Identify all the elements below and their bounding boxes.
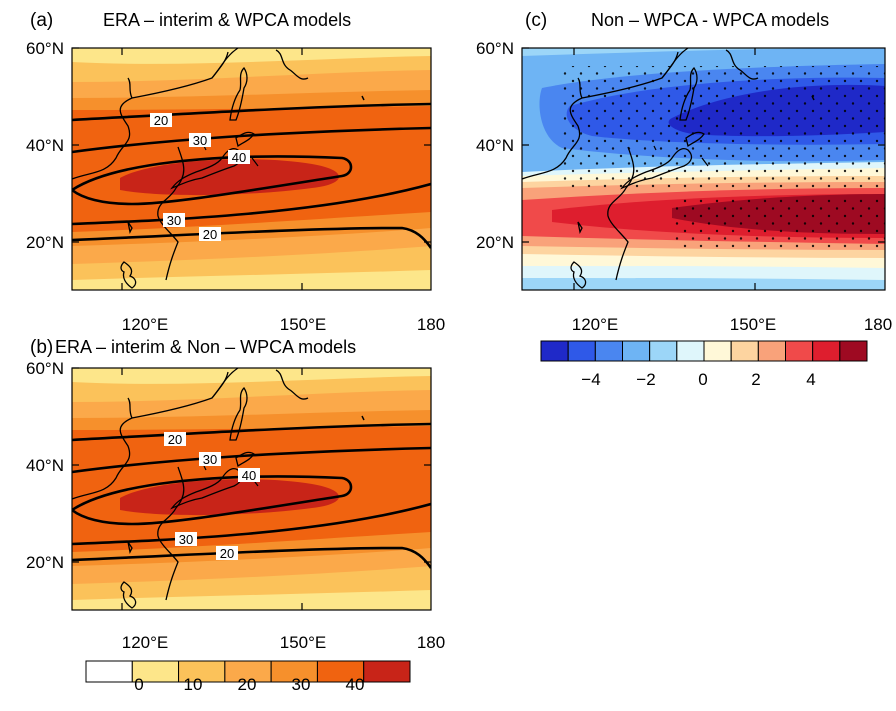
panel-a-frame	[71, 47, 432, 291]
panel-a-title: ERA – interim & WPCA models	[103, 10, 351, 30]
colorbar-div-cell	[622, 340, 651, 362]
colorbar-warm: 0 10 20 30 40	[85, 660, 411, 694]
panel-b-label: (b)	[30, 337, 53, 358]
y-tick-label: 40°N	[26, 136, 64, 155]
contour-label-box	[189, 133, 211, 147]
y-tick-label: 20°N	[476, 233, 514, 252]
x-tick-label: 180	[864, 315, 892, 334]
panel-c-ticks	[522, 47, 885, 290]
panel-b-ticks	[72, 367, 431, 610]
colorbar-div-cell	[540, 340, 569, 362]
panel-b-title: ERA – interim & Non – WPCA models	[55, 337, 356, 357]
contour-label: 20	[203, 227, 217, 242]
x-tick-label: 120°E	[122, 633, 169, 652]
contour-label: 40	[242, 468, 256, 483]
colorbar-div-cell	[839, 340, 868, 362]
panel-a-ticks	[72, 47, 431, 290]
colorbar-div-cell	[567, 340, 596, 362]
contour-label-box	[199, 452, 221, 466]
colorbar-warm-label: 20	[238, 675, 257, 694]
y-tick-label: 60°N	[26, 39, 64, 58]
panel-a-map	[72, 48, 431, 290]
x-tick-label: 150°E	[280, 633, 327, 652]
colorbar-div-cell	[703, 340, 732, 362]
x-tick-label: 120°E	[572, 315, 619, 334]
panel-c-map	[522, 48, 885, 290]
contour-label-box	[216, 546, 238, 560]
contour-label-box	[164, 432, 186, 446]
colorbar-div-cells	[540, 340, 868, 362]
contour-label: 30	[179, 532, 193, 547]
panel-c-frame	[521, 47, 886, 291]
colorbar-div-cell	[730, 340, 759, 362]
colorbar-div-cell	[676, 340, 705, 362]
colorbar-div-label: 4	[806, 370, 815, 389]
contour-label: 30	[193, 133, 207, 148]
contour-label-box	[150, 113, 172, 127]
colorbar-div-label: −2	[636, 370, 655, 389]
colorbar-div-cell	[594, 340, 624, 362]
contour-label: 40	[232, 150, 246, 165]
colorbar-warm-label: 0	[134, 675, 143, 694]
colorbar-div-cell	[757, 340, 787, 362]
colorbar-warm-label: 10	[184, 675, 203, 694]
panel-c-label: (c)	[525, 10, 547, 31]
panel-c-title: Non – WPCA - WPCA models	[591, 10, 829, 30]
colorbar-div: −4 −2 0 2 4	[540, 340, 868, 389]
colorbar-warm-cell	[363, 660, 411, 683]
y-tick-label: 20°N	[26, 553, 64, 572]
y-tick-label: 60°N	[476, 39, 514, 58]
panel-a: (a) ERA – interim & WPCA models 20 30 40…	[26, 10, 445, 334]
contour-label-box	[228, 150, 250, 164]
colorbar-div-cell	[785, 340, 814, 362]
y-tick-label: 40°N	[26, 456, 64, 475]
contour-label-box	[199, 227, 221, 241]
colorbar-warm-label: 30	[292, 675, 311, 694]
y-tick-label: 60°N	[26, 359, 64, 378]
colorbar-warm-cells	[85, 660, 411, 683]
contour-label: 20	[154, 113, 168, 128]
contour-label-box	[163, 213, 185, 227]
colorbar-warm-label: 40	[346, 675, 365, 694]
panel-a-contour-labels: 20 30 40 30 20	[150, 113, 250, 242]
panel-b-map	[72, 368, 431, 610]
colorbar-div-label: 0	[698, 370, 707, 389]
colorbar-div-cell	[649, 340, 678, 362]
contour-label-box	[238, 468, 260, 482]
x-tick-label: 150°E	[280, 315, 327, 334]
x-tick-label: 180	[417, 633, 445, 652]
x-tick-label: 180	[417, 315, 445, 334]
y-tick-label: 40°N	[476, 136, 514, 155]
colorbar-div-label: 2	[751, 370, 760, 389]
panel-b: (b) ERA – interim & Non – WPCA models 20…	[26, 337, 445, 652]
panel-c: (c) Non – WPCA - WPCA models	[476, 10, 892, 334]
contour-label: 20	[220, 546, 234, 561]
contour-label: 30	[203, 452, 217, 467]
panel-b-frame	[71, 367, 432, 611]
panel-b-contour-labels: 20 30 40 30 20	[164, 432, 260, 561]
contour-label-box	[175, 532, 197, 546]
contour-label: 30	[167, 213, 181, 228]
contour-label: 20	[168, 432, 182, 447]
y-tick-label: 20°N	[26, 233, 64, 252]
colorbar-div-label: −4	[581, 370, 600, 389]
colorbar-warm-cell	[85, 660, 133, 683]
x-tick-label: 150°E	[730, 315, 777, 334]
panel-a-label: (a)	[30, 10, 53, 31]
x-tick-label: 120°E	[122, 315, 169, 334]
colorbar-div-cell	[812, 340, 841, 362]
